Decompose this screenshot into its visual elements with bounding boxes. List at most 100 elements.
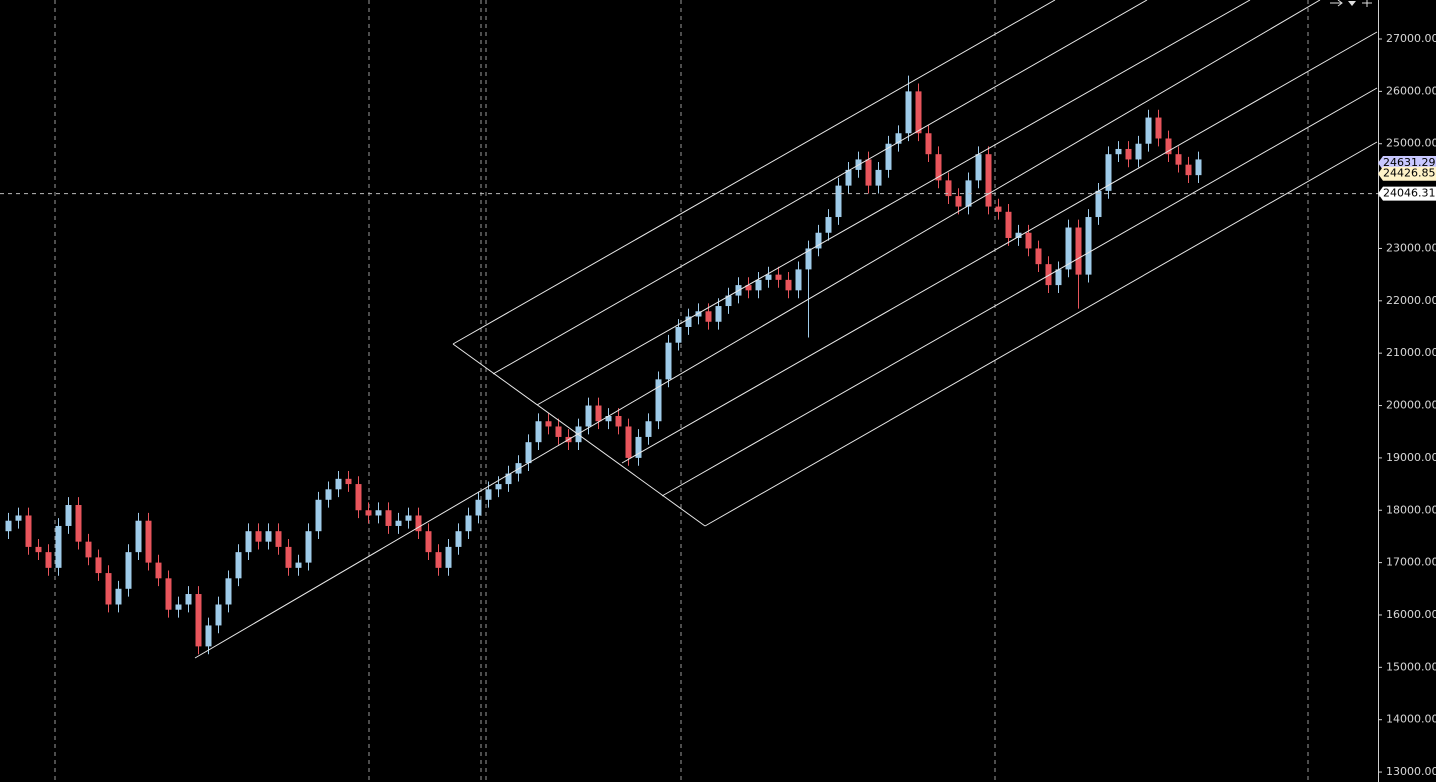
candle-body (115, 588, 122, 605)
candle-body (185, 594, 192, 605)
candle-body (1085, 217, 1092, 275)
candle-body (745, 285, 752, 291)
pitchfork-line (661, 87, 1378, 497)
candle-body (495, 484, 502, 490)
candle-body (1075, 227, 1082, 275)
candle-body (405, 515, 412, 521)
candle-body (1005, 211, 1012, 238)
icon[interactable] (1330, 0, 1343, 7)
candle-body (625, 426, 632, 458)
candle-body (1175, 154, 1182, 165)
candle-body (365, 510, 372, 516)
toolbar-icons (1330, 0, 1372, 7)
candle-body (305, 531, 312, 563)
candle-body (925, 133, 932, 155)
candle-body (285, 546, 292, 568)
candle-body (1035, 248, 1042, 265)
candle-body (1045, 264, 1052, 286)
candle-body (355, 484, 362, 511)
candle-body (145, 520, 152, 563)
candle-body (695, 311, 702, 317)
y-tick-label: 27000.00 (1386, 32, 1436, 45)
candle-body (945, 180, 952, 197)
candle-body (975, 154, 982, 181)
vertical-grid (54, 0, 1309, 782)
candle-body (1195, 159, 1202, 176)
candle-body (835, 185, 842, 218)
icon[interactable] (1362, 0, 1372, 7)
y-tick-label: 13000.00 (1386, 765, 1436, 778)
candle-body (995, 206, 1002, 212)
candle-body (885, 143, 892, 170)
y-tick-label: 18000.00 (1386, 503, 1436, 516)
candle-body (535, 421, 542, 443)
candle-body (875, 169, 882, 186)
candle-body (205, 625, 212, 647)
y-tick-label: 22000.00 (1386, 294, 1436, 307)
candle-body (245, 531, 252, 553)
candle-body (425, 531, 432, 553)
y-tick-label: 21000.00 (1386, 346, 1436, 359)
candle-body (345, 478, 352, 485)
candle-body (525, 442, 532, 464)
candle-body (585, 405, 592, 427)
candle-body (1155, 117, 1162, 139)
candle-body (665, 342, 672, 380)
candle-body (915, 91, 922, 134)
candle-body (985, 154, 992, 207)
candle-body (275, 531, 282, 547)
pitchfork-line (704, 141, 1378, 527)
candle-body (75, 505, 82, 542)
pitchfork-line (492, 0, 1148, 375)
candle-body (325, 489, 332, 500)
candle-body (155, 562, 162, 579)
y-tick-label: 20000.00 (1386, 399, 1436, 412)
candle-body (225, 578, 232, 605)
candle-body (845, 169, 852, 186)
candle-body (35, 546, 42, 553)
candle-body (265, 531, 272, 542)
candle-body (485, 489, 492, 500)
candle-body (865, 159, 872, 186)
candle-body (895, 133, 902, 144)
candle-body (415, 515, 422, 532)
candle-body (655, 379, 662, 422)
y-tick-label: 19000.00 (1386, 451, 1436, 464)
candle-body (15, 515, 22, 521)
candle-body (815, 232, 822, 249)
price-marker-label: 24046.31 (1383, 187, 1436, 200)
candle-body (475, 499, 482, 516)
y-tick-label: 17000.00 (1386, 556, 1436, 569)
candle-body (465, 515, 472, 532)
candle-body (335, 478, 342, 490)
candle-body (55, 525, 62, 568)
candle-body (385, 510, 392, 526)
candle-body (1025, 232, 1032, 249)
candle-body (705, 311, 712, 322)
candle-body (805, 248, 812, 270)
candle-body (1095, 190, 1102, 218)
candle-body (685, 316, 692, 327)
candle-body (605, 416, 612, 422)
candle-body (715, 306, 722, 322)
y-tick-label: 23000.00 (1386, 241, 1436, 254)
candle-body (165, 578, 172, 610)
candle-body (315, 499, 322, 532)
price-marker-label: 24631.29 (1383, 156, 1436, 169)
candle-body (235, 552, 242, 579)
icon[interactable] (1348, 1, 1356, 6)
candle-body (455, 531, 462, 547)
candle-body (195, 594, 202, 647)
y-tick-label: 25000.00 (1386, 137, 1436, 150)
y-tick-label: 16000.00 (1386, 608, 1436, 621)
candle-body (105, 573, 112, 605)
candle-body (45, 552, 52, 568)
candle-body (1185, 164, 1192, 176)
price-marker (1378, 156, 1436, 171)
candle-body (825, 217, 832, 233)
candle-body (295, 562, 302, 568)
candle-body (935, 154, 942, 181)
candle-body (255, 531, 262, 542)
pitchfork (194, 0, 1378, 659)
candle-body (795, 269, 802, 291)
